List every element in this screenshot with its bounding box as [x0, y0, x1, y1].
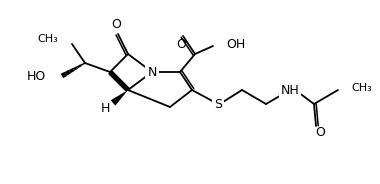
Text: CH₃: CH₃	[37, 34, 58, 44]
Polygon shape	[111, 90, 128, 106]
Text: OH: OH	[226, 38, 245, 50]
Text: O: O	[315, 127, 325, 139]
Text: HO: HO	[27, 70, 46, 84]
Text: S: S	[214, 98, 222, 111]
Text: O: O	[176, 38, 186, 50]
Text: O: O	[111, 19, 121, 31]
Text: H: H	[100, 102, 110, 116]
Text: NH: NH	[280, 84, 299, 96]
Text: N: N	[147, 66, 157, 79]
Text: CH₃: CH₃	[351, 83, 372, 93]
